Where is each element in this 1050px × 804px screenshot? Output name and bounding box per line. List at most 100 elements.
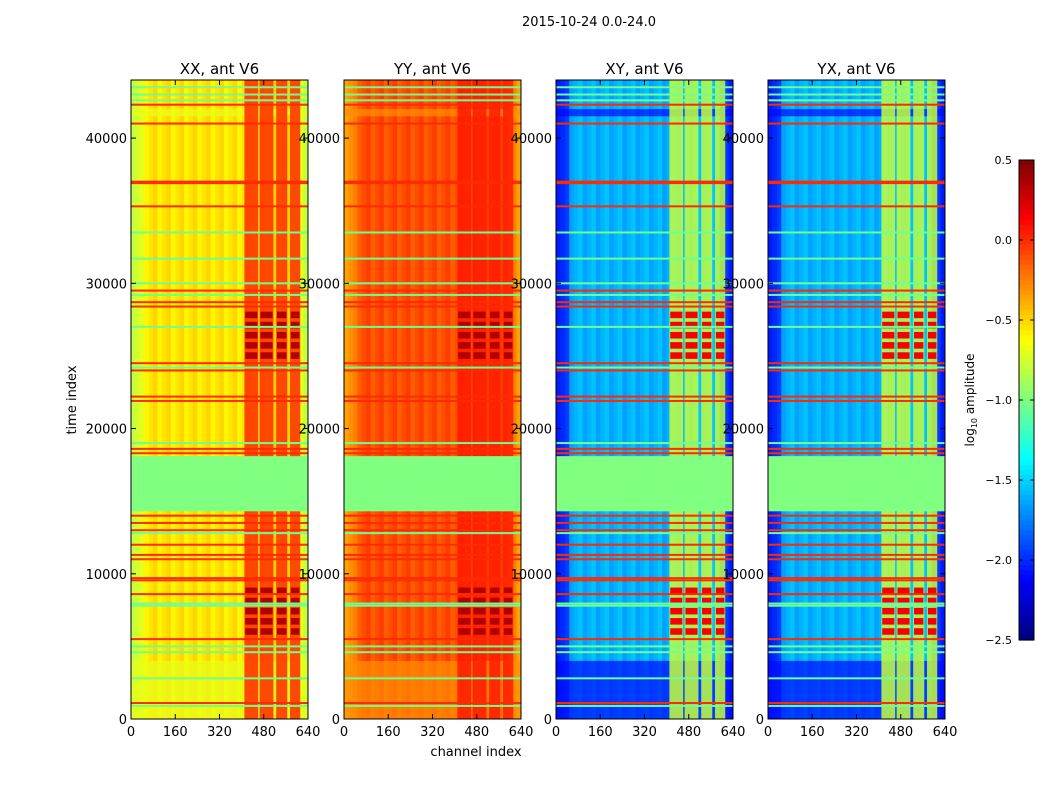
rfi-hotspot <box>290 321 300 329</box>
colorbar-segment <box>1019 460 1034 466</box>
hot-row <box>556 182 733 185</box>
rfi-hotspot <box>897 607 910 615</box>
heatmap-column <box>175 80 181 719</box>
rfi-hotspot <box>490 352 500 359</box>
colorbar-segment <box>1019 480 1034 486</box>
colorbar-segment <box>1019 370 1034 376</box>
cool-row <box>131 651 308 654</box>
colorbar-segment <box>1019 385 1034 391</box>
rfi-hotspot <box>897 321 910 329</box>
heatmap-column <box>414 80 420 719</box>
hot-row <box>556 305 733 308</box>
low-amplitude-band <box>556 109 733 117</box>
hot-row <box>768 447 945 450</box>
heatmap-column <box>640 80 645 719</box>
colorbar-segment <box>1019 465 1034 471</box>
heatmap-column <box>860 80 866 719</box>
colorbar-segment <box>1019 220 1034 226</box>
rfi-hotspot <box>277 321 287 329</box>
rfi-hotspot <box>490 331 500 339</box>
colorbar-segment <box>1019 420 1034 426</box>
rfi-hotspot <box>914 352 924 359</box>
heatmap-column <box>436 80 442 719</box>
hot-row <box>768 514 945 517</box>
rfi-hotspot <box>715 321 725 329</box>
heatmap-column <box>724 80 730 719</box>
colorbar-segment <box>1019 250 1034 256</box>
cool-row <box>768 677 945 680</box>
colorbar-segment <box>1019 450 1034 456</box>
hot-row <box>556 447 733 450</box>
rfi-hotspot <box>914 342 924 349</box>
colorbar-segment <box>1019 235 1034 241</box>
heatmap-column <box>617 80 623 719</box>
heatmap-column <box>556 80 561 719</box>
rfi-hotspot <box>473 628 486 635</box>
colorbar-segment <box>1019 290 1034 296</box>
cool-row <box>344 604 521 607</box>
heatmap-column <box>401 80 407 719</box>
rfi-hotspot <box>490 628 500 635</box>
hot-row <box>131 305 308 308</box>
rfi-hotspot <box>882 331 895 339</box>
heatmap-column <box>728 80 733 719</box>
rfi-hotspot <box>882 321 895 329</box>
cool-row <box>768 293 945 296</box>
y-tick-label: 40000 <box>299 132 340 147</box>
heatmap-column <box>816 80 822 719</box>
cool-row <box>131 99 308 102</box>
heatmap-column <box>710 80 716 719</box>
x-tick-label: 480 <box>251 725 276 740</box>
hot-row <box>344 558 521 561</box>
x-tick-label: 160 <box>163 725 188 740</box>
cool-row <box>344 231 521 234</box>
flagged-band <box>344 456 521 512</box>
rfi-hotspot <box>290 597 300 605</box>
hot-row <box>131 702 308 705</box>
hot-row <box>344 205 521 208</box>
hot-row <box>768 301 945 304</box>
heatmap-column <box>865 80 871 719</box>
rfi-hotspot <box>473 321 486 329</box>
rfi-hotspot <box>503 342 513 349</box>
low-amplitude-band <box>131 109 308 117</box>
cool-row <box>131 366 308 369</box>
x-tick-label: 320 <box>632 725 657 740</box>
heatmap-column <box>936 80 942 719</box>
heatmap-column <box>768 80 773 719</box>
cool-row <box>556 86 733 89</box>
colorbar-segment <box>1019 625 1034 631</box>
cool-row <box>344 677 521 680</box>
figure-title: 2015-10-24 0.0-24.0 <box>522 15 656 30</box>
rfi-hotspot <box>260 587 273 595</box>
heatmap-column <box>153 80 159 719</box>
heatmap-column <box>454 80 460 719</box>
hot-row <box>344 447 521 450</box>
rfi-hotspot <box>882 311 895 319</box>
rfi-hotspot <box>702 628 712 635</box>
rfi-hotspot <box>715 352 725 359</box>
hot-row <box>556 205 733 208</box>
rfi-hotspot <box>458 311 471 319</box>
colorbar-segment <box>1019 210 1034 216</box>
y-tick-label: 30000 <box>511 277 552 292</box>
rfi-hotspot <box>882 607 895 615</box>
y-tick-label: 10000 <box>299 568 340 583</box>
rfi-hotspot <box>245 587 258 595</box>
heatmap-column <box>184 80 190 719</box>
heatmap-column <box>807 80 813 719</box>
heatmap-column <box>206 80 212 719</box>
rfi-hotspot <box>458 628 471 635</box>
colorbar-segment <box>1019 380 1034 386</box>
colorbar-tick-label: 0.0 <box>995 234 1013 247</box>
rfi-hotspot <box>897 331 910 339</box>
x-tick-label: 160 <box>376 725 401 740</box>
colorbar-segment <box>1019 525 1034 531</box>
x-tick-label: 0 <box>552 725 560 740</box>
cool-row <box>556 366 733 369</box>
hot-row <box>556 122 733 125</box>
heatmap-column <box>843 80 849 719</box>
heatmap-column <box>188 80 194 719</box>
cool-row <box>131 532 308 535</box>
y-tick-label: 20000 <box>723 423 764 438</box>
